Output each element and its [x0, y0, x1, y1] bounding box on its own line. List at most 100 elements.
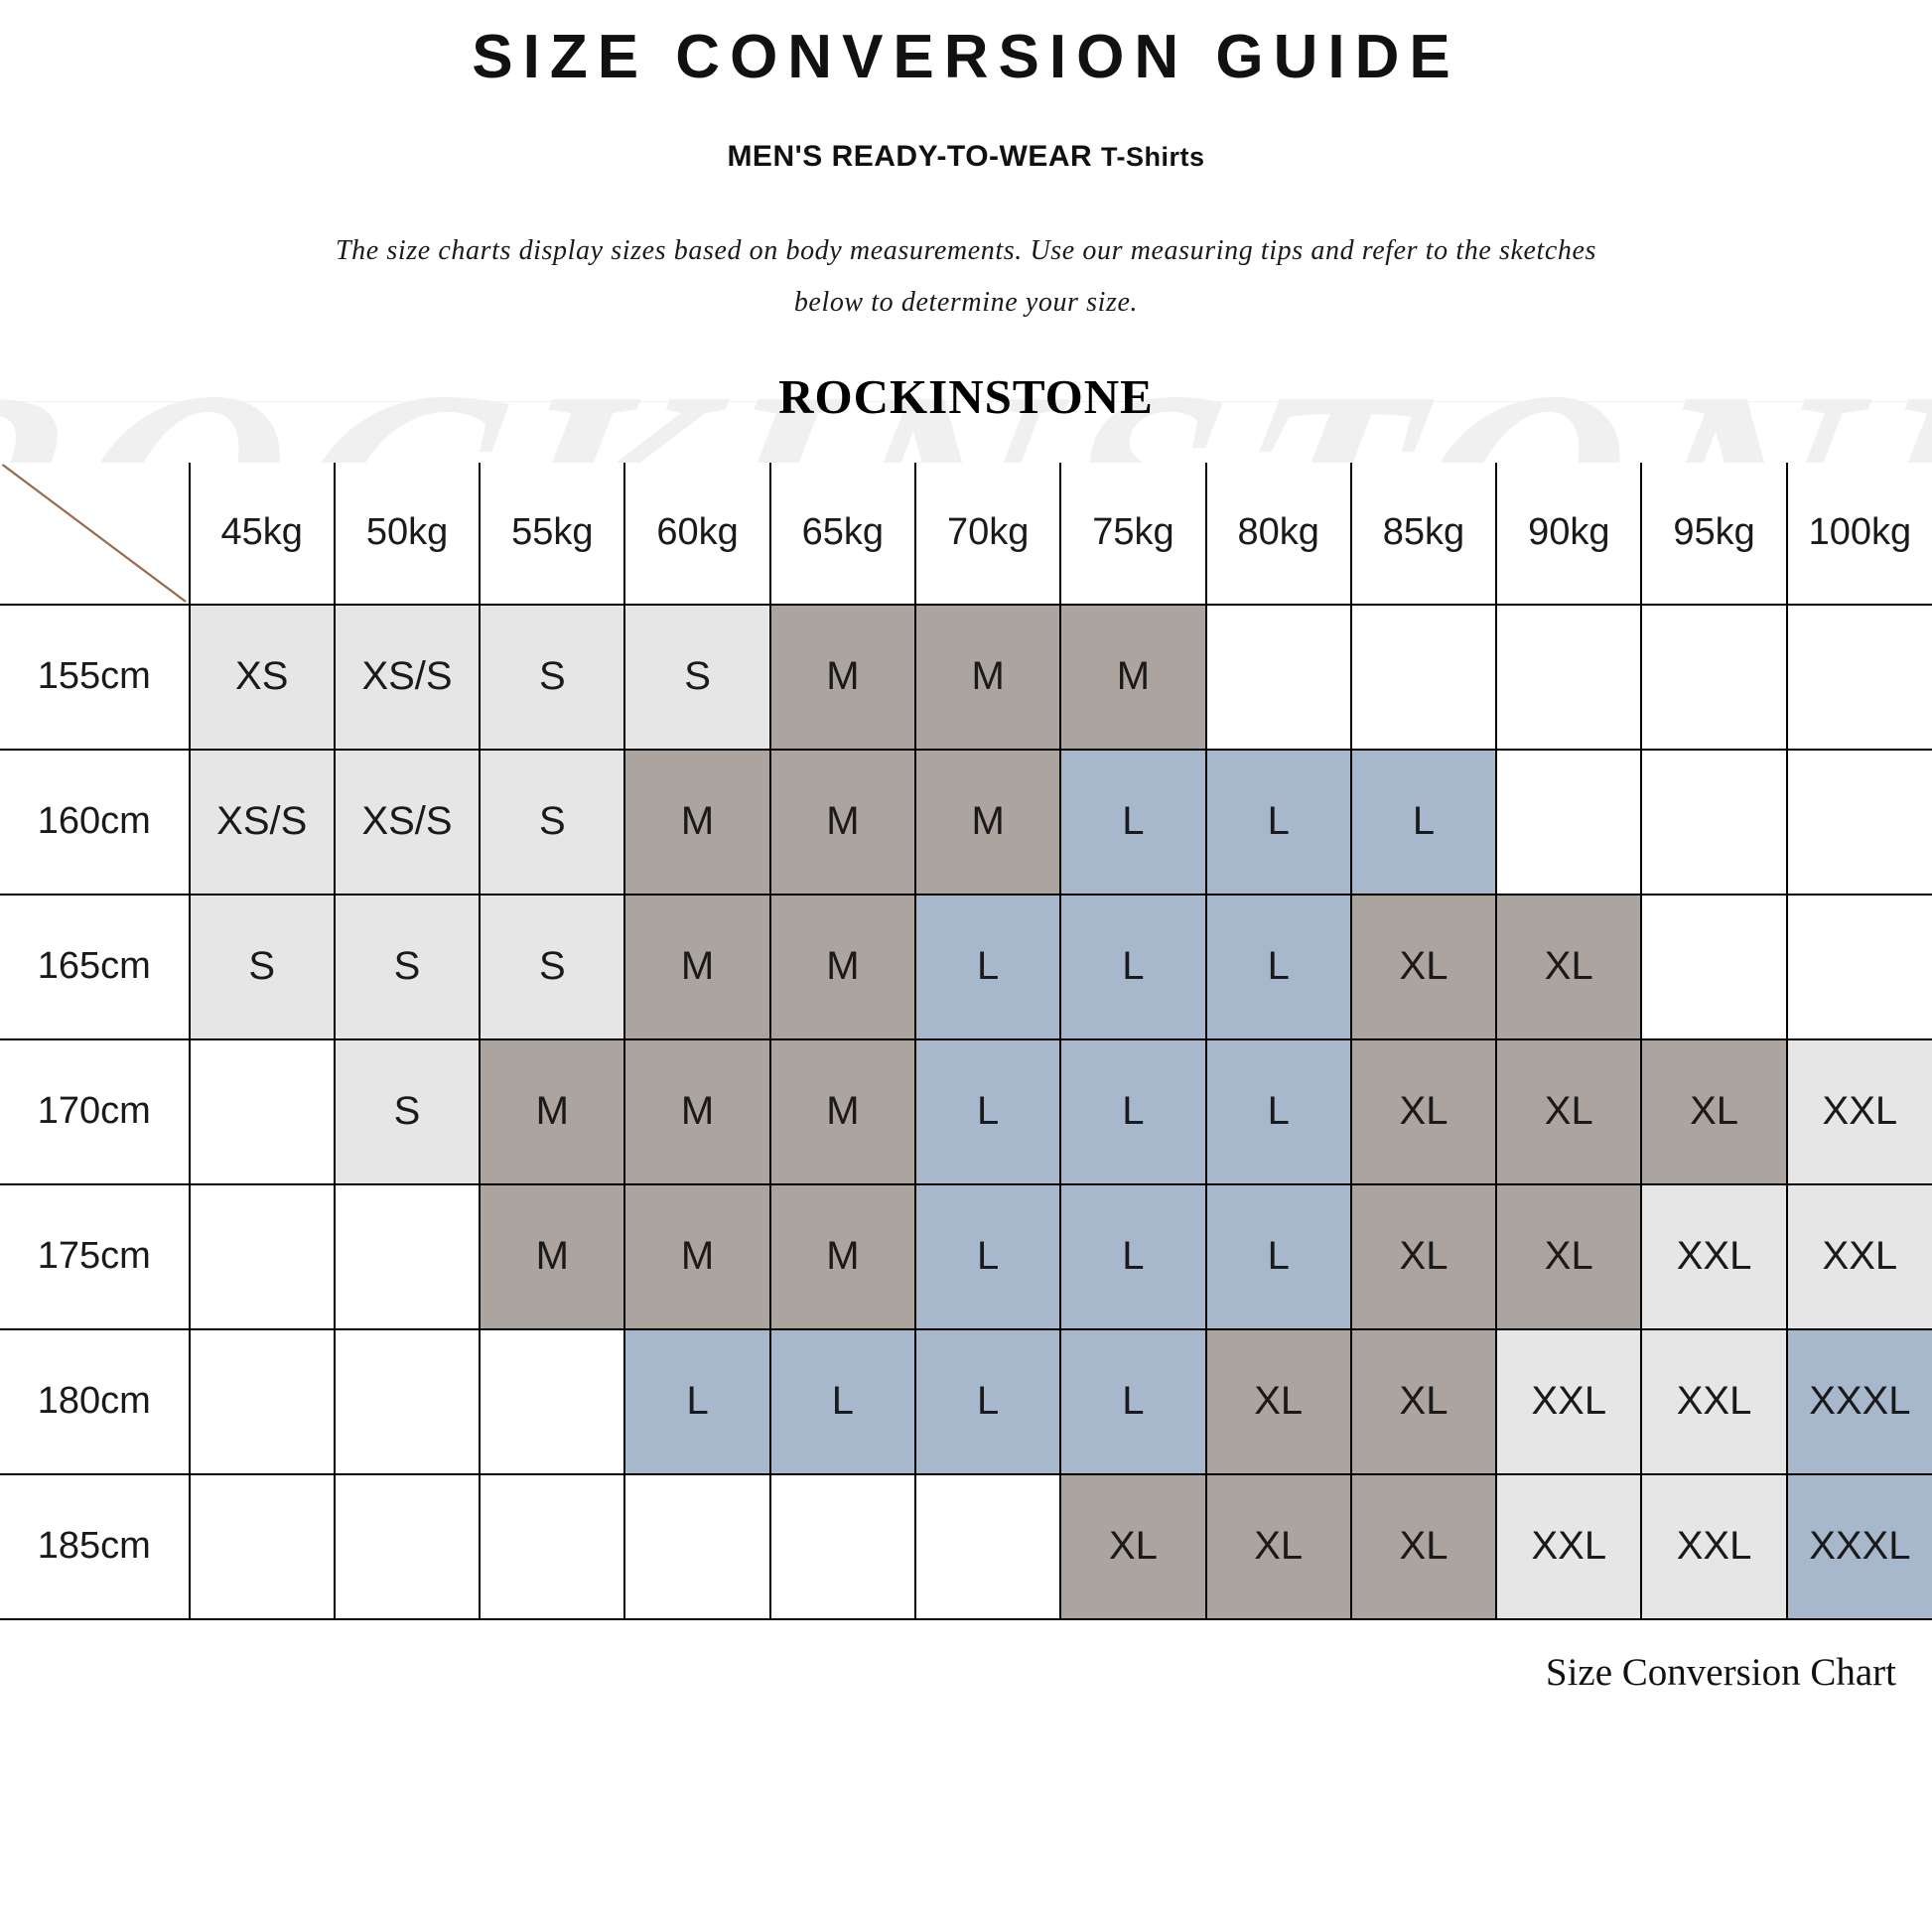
size-cell-empty: [1349, 603, 1498, 751]
brand-name: ROCKINSTONE: [778, 368, 1154, 424]
size-cell: XL: [1495, 893, 1643, 1040]
size-table-container: 45kg 50kg 55kg 60kg 65kg 70kg 75kg 80kg 85kg 90kg…: [0, 462, 1932, 1620]
table-row: 160cm XS/S XS/S S M M M L L L: [0, 748, 1932, 896]
subtitle-garment: T-Shirts: [1101, 142, 1205, 173]
size-cell-empty: [333, 1182, 482, 1330]
size-cell: XXL: [1495, 1327, 1643, 1475]
size-cell-empty: [1785, 893, 1932, 1040]
size-cell: L: [1204, 748, 1352, 896]
size-conversion-table: 45kg 50kg 55kg 60kg 65kg 70kg 75kg 80kg 85kg 90kg…: [0, 462, 1932, 1620]
size-cell: XXL: [1785, 1182, 1932, 1330]
size-cell: S: [623, 603, 771, 751]
row-header-height: 170cm: [0, 1037, 191, 1185]
size-cell: L: [1349, 748, 1498, 896]
size-table-body: 155cm XS XS/S S S M M M 160cm XS/S XS/S S M M M L L L 165c…: [0, 603, 1932, 1620]
size-cell: M: [623, 1037, 771, 1185]
size-cell: L: [913, 1327, 1062, 1475]
size-cell: XL: [1059, 1472, 1207, 1620]
size-cell: S: [479, 748, 626, 896]
size-cell: L: [1059, 1182, 1207, 1330]
size-cell: XS: [188, 603, 336, 751]
size-cell: XL: [1495, 1037, 1643, 1185]
size-cell: L: [1204, 893, 1352, 1040]
size-cell: XS/S: [188, 748, 336, 896]
diagonal-divider-icon: [1, 464, 187, 603]
size-cell: XXL: [1640, 1472, 1788, 1620]
size-cell-empty: [1640, 748, 1788, 896]
size-cell: M: [1059, 603, 1207, 751]
size-cell: S: [479, 603, 626, 751]
size-cell: XXL: [1495, 1472, 1643, 1620]
row-header-height: 185cm: [0, 1472, 191, 1620]
size-cell-empty: [1785, 603, 1932, 751]
size-cell: XL: [1640, 1037, 1788, 1185]
size-cell: XXXL: [1785, 1327, 1932, 1475]
column-header-weight: 75kg: [1059, 462, 1207, 606]
size-cell-empty: [623, 1472, 771, 1620]
column-header-weight: 100kg: [1785, 462, 1932, 606]
column-header-weight: 50kg: [333, 462, 482, 606]
size-cell: M: [768, 893, 917, 1040]
size-cell: XXL: [1640, 1327, 1788, 1475]
size-cell: S: [188, 893, 336, 1040]
figure-caption: Size Conversion Chart: [1545, 1650, 1896, 1694]
column-header-weight: 85kg: [1349, 462, 1498, 606]
row-header-height: 175cm: [0, 1182, 191, 1330]
table-row: 180cm L L L L XL XL XXL XXL XXXL: [0, 1327, 1932, 1475]
intro-paragraph: The size charts display sizes based on b…: [335, 235, 1597, 319]
size-cell: L: [1059, 1037, 1207, 1185]
column-header-weight: 60kg: [623, 462, 771, 606]
size-cell: M: [479, 1182, 626, 1330]
size-cell-empty: [188, 1037, 336, 1185]
column-header-weight: 65kg: [768, 462, 917, 606]
size-cell-empty: [913, 1472, 1062, 1620]
size-cell-empty: [333, 1327, 482, 1475]
row-header-height: 165cm: [0, 893, 191, 1040]
size-cell: XL: [1349, 1472, 1498, 1620]
corner-cell-height-weight: [0, 462, 191, 606]
size-cell: L: [1059, 748, 1207, 896]
column-header-weight: 95kg: [1640, 462, 1788, 606]
size-cell-empty: [1785, 748, 1932, 896]
size-cell: L: [913, 893, 1062, 1040]
size-cell-empty: [188, 1182, 336, 1330]
size-cell: S: [479, 893, 626, 1040]
size-cell: XL: [1349, 1037, 1498, 1185]
size-cell: M: [913, 603, 1062, 751]
size-cell: S: [333, 893, 482, 1040]
table-row: 155cm XS XS/S S S M M M: [0, 603, 1932, 751]
row-header-height: 180cm: [0, 1327, 191, 1475]
size-cell: L: [913, 1037, 1062, 1185]
size-cell: XXL: [1640, 1182, 1788, 1330]
column-header-weight: 70kg: [913, 462, 1062, 606]
size-cell: XL: [1349, 1182, 1498, 1330]
table-row: 175cm M M M L L L XL XL XXL XXL: [0, 1182, 1932, 1330]
size-cell-empty: [479, 1472, 626, 1620]
size-cell: M: [479, 1037, 626, 1185]
size-cell: M: [768, 748, 917, 896]
size-cell: XL: [1204, 1327, 1352, 1475]
size-cell-empty: [1495, 748, 1643, 896]
page-title: SIZE CONVERSION GUIDE: [472, 23, 1460, 91]
table-row: 170cm S M M M L L L XL XL XL XXL: [0, 1037, 1932, 1185]
column-header-weight: 55kg: [479, 462, 626, 606]
size-cell-empty: [188, 1472, 336, 1620]
size-cell: M: [623, 748, 771, 896]
size-table-head: 45kg 50kg 55kg 60kg 65kg 70kg 75kg 80kg 85kg 90kg…: [0, 462, 1932, 606]
size-cell-empty: [479, 1327, 626, 1475]
column-header-weight: 80kg: [1204, 462, 1352, 606]
size-cell-empty: [1204, 603, 1352, 751]
size-cell-empty: [1640, 603, 1788, 751]
size-cell-empty: [333, 1472, 482, 1620]
size-cell: L: [768, 1327, 917, 1475]
row-header-height: 160cm: [0, 748, 191, 896]
column-header-weight: 45kg: [188, 462, 336, 606]
size-cell: XL: [1349, 893, 1498, 1040]
size-cell: XS/S: [333, 748, 482, 896]
subtitle-category: MEN'S READY-TO-WEAR: [727, 140, 1093, 174]
size-cell: XL: [1349, 1327, 1498, 1475]
size-cell-empty: [1640, 893, 1788, 1040]
size-cell-empty: [768, 1472, 917, 1620]
size-cell: XXL: [1785, 1037, 1932, 1185]
